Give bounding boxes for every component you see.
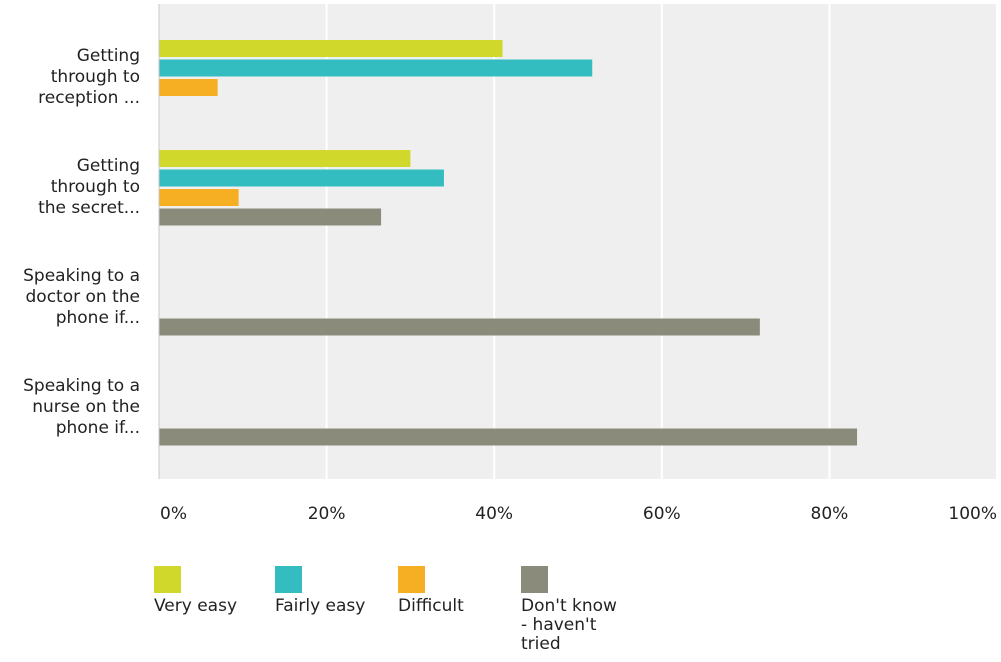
legend-swatch: [275, 566, 302, 593]
legend-label: Difficult: [398, 596, 464, 616]
legend-item: Don't know - haven't tried: [521, 566, 617, 654]
x-tick-label: 100%: [948, 504, 997, 524]
category-label: Getting through to reception ...: [38, 46, 140, 108]
gridlines: [325, 4, 998, 479]
legend: Very easy Fairly easy Difficult Don't know …: [0, 566, 1001, 662]
legend-item: Difficult: [398, 566, 464, 616]
legend-item: Fairly easy: [275, 566, 365, 616]
legend-label: Don't know - haven't tried: [521, 596, 617, 654]
bar: [159, 150, 411, 167]
bar: [159, 79, 218, 96]
bar: [159, 59, 593, 77]
bar: [159, 189, 239, 206]
legend-swatch: [154, 566, 181, 593]
bar: [159, 428, 858, 446]
x-axis-ticks: 0% 20% 40% 60% 80% 100%: [160, 504, 997, 524]
category-label: Speaking to a doctor on the phone if...: [23, 266, 140, 328]
bar: [159, 208, 382, 226]
category-label: Getting through to the secret...: [38, 156, 140, 218]
x-tick-label: 80%: [811, 504, 849, 524]
bar: [159, 169, 444, 187]
legend-label: Fairly easy: [275, 596, 366, 616]
legend-label: Very easy: [154, 596, 238, 616]
bar-chart: Getting through to reception ... Getting thr…: [23, 4, 998, 524]
category-labels: Getting through to reception ... Getting thr…: [23, 46, 140, 438]
x-tick-label: 60%: [643, 504, 681, 524]
plot-area: [159, 4, 997, 479]
category-label: Speaking to a nurse on the phone if...: [23, 376, 140, 438]
bar: [159, 40, 503, 57]
x-tick-label: 40%: [475, 504, 513, 524]
legend-item: Very easy: [154, 566, 237, 616]
bars: [159, 40, 858, 446]
x-tick-label: 20%: [308, 504, 346, 524]
legend-swatch: [398, 566, 425, 593]
legend-swatch: [521, 566, 548, 593]
bar: [159, 318, 760, 336]
x-tick-label: 0%: [160, 504, 187, 524]
